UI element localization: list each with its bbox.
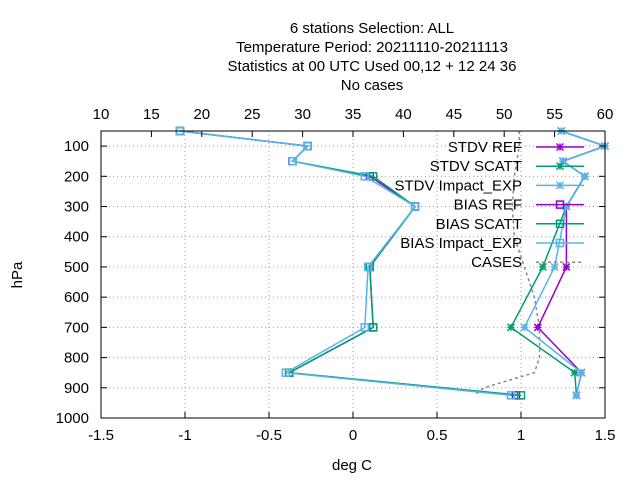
y-tick-label: 500	[64, 259, 89, 276]
y-tick-label: 400	[64, 229, 89, 246]
legend-label: CASES	[471, 254, 522, 271]
data-point	[520, 323, 529, 332]
data-point	[360, 323, 370, 332]
data-point	[281, 368, 291, 377]
data-point	[572, 391, 581, 400]
data-point	[288, 156, 297, 166]
legend-label: BIAS Impact_EXP	[400, 235, 522, 252]
x2-tick-label: 40	[395, 106, 412, 123]
data-point	[555, 181, 565, 190]
x-axis-label: deg C	[332, 457, 372, 474]
legend-item: STDV Impact_EXP	[394, 177, 584, 194]
data-point	[368, 323, 378, 332]
data-point	[562, 262, 571, 271]
data-point	[506, 323, 515, 332]
series-stdv-impact-exp	[520, 126, 610, 400]
series-line	[179, 130, 511, 397]
x2-tick-label: 35	[345, 106, 362, 123]
data-point	[533, 323, 542, 332]
title-line: Temperature Period: 20211110-20211113	[236, 39, 508, 56]
x-tick-label: -1.5	[88, 427, 114, 444]
legend-label: STDV Impact_EXP	[394, 177, 522, 194]
y-tick-label: 100	[64, 138, 89, 155]
title-line: 6 stations Selection: ALL	[290, 20, 454, 37]
y-tick-label: 900	[64, 380, 89, 397]
y-tick-label: 1000	[56, 410, 89, 427]
axes: -1.5 -1 -0.5 0 0.5 1 1.5 10 15 20 25 30 35 40 45 50 55 60…	[56, 106, 616, 444]
x2-tick-label: 60	[597, 106, 614, 123]
data-point	[550, 262, 559, 271]
y-tick-label: 700	[64, 319, 89, 336]
title-line: No cases	[341, 77, 404, 94]
series-layer	[175, 126, 610, 400]
data-point	[555, 238, 565, 248]
legend-label: BIAS REF	[454, 197, 522, 214]
y-tick-label: 800	[64, 350, 89, 367]
legend-item: BIAS REF	[454, 197, 584, 214]
x2-tick-label: 30	[294, 106, 311, 123]
data-point	[506, 391, 516, 400]
x2-tick-label: 20	[193, 106, 210, 123]
series-bias-impact-exp	[175, 126, 516, 400]
data-point	[410, 202, 420, 211]
data-point	[303, 141, 312, 151]
data-point	[570, 368, 579, 377]
legend-item: STDV REF	[448, 139, 584, 156]
data-point	[363, 262, 373, 272]
legend-label: STDV REF	[448, 139, 522, 156]
data-point	[580, 172, 589, 181]
data-point	[555, 142, 565, 152]
data-point	[555, 219, 565, 229]
data-point	[555, 200, 565, 209]
title-line: Statistics at 00 UTC Used 00,12 + 12 24 …	[228, 58, 517, 75]
x-tick-label: 1	[517, 427, 525, 444]
x-tick-label: -0.5	[256, 427, 282, 444]
legend-label: BIAS SCATT	[436, 216, 522, 233]
x2-tick-label: 10	[93, 106, 110, 123]
x2-tick-label: 55	[546, 106, 563, 123]
x2-tick-label: 15	[143, 106, 160, 123]
legend-label: STDV SCATT	[430, 158, 522, 175]
data-point	[516, 391, 526, 400]
legend: STDV REF STDV SCATT STDV Impact_EXP BIAS RE…	[394, 139, 584, 271]
x-tick-label: 1.5	[595, 427, 616, 444]
x2-tick-label: 25	[244, 106, 261, 123]
chart-title: 6 stations Selection: ALL Temperature Pe…	[228, 20, 517, 94]
legend-item: CASES	[471, 254, 584, 271]
x2-tick-label: 50	[496, 106, 513, 123]
y-axis-label: hPa	[9, 261, 26, 288]
data-point	[577, 368, 586, 377]
legend-item: BIAS SCATT	[436, 216, 584, 233]
y-tick-label: 200	[64, 168, 89, 185]
data-point	[368, 172, 378, 181]
y-tick-label: 600	[64, 289, 89, 306]
data-point	[555, 162, 565, 171]
x2-tick-label: 45	[445, 106, 462, 123]
data-point	[538, 262, 547, 271]
y-tick-label: 300	[64, 199, 89, 216]
x-tick-label: -1	[178, 427, 191, 444]
data-point	[360, 172, 370, 181]
legend-item: STDV SCATT	[430, 158, 584, 175]
x-tick-label: 0.5	[427, 427, 448, 444]
legend-item: BIAS Impact_EXP	[400, 235, 584, 252]
x-tick-label: 0	[349, 427, 357, 444]
